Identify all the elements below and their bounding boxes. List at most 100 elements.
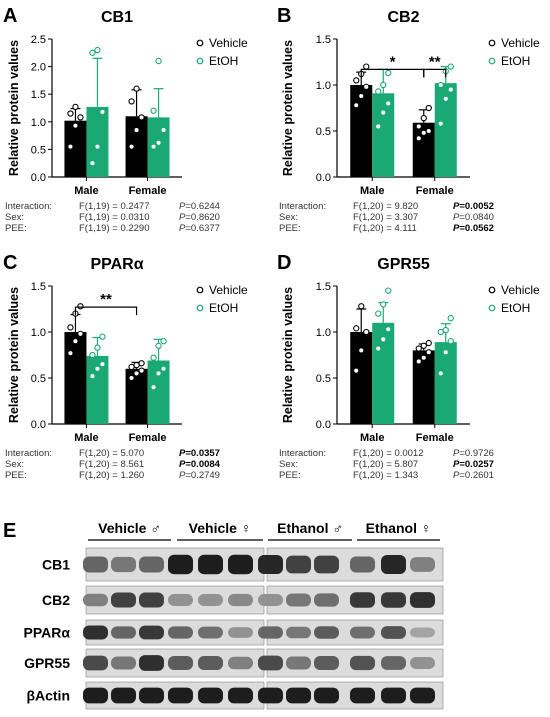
data-point bbox=[380, 301, 387, 308]
data-point bbox=[375, 88, 382, 95]
blot-band bbox=[198, 626, 223, 639]
blot-band bbox=[258, 594, 283, 606]
y-tick-label: 2.5 bbox=[31, 34, 46, 46]
blot-band bbox=[83, 625, 108, 640]
y-tick-label: 1.5 bbox=[316, 281, 331, 293]
stat-label: Sex: bbox=[279, 459, 298, 470]
data-point bbox=[385, 287, 392, 294]
data-point bbox=[415, 123, 422, 130]
blot-band bbox=[139, 556, 164, 573]
y-axis-label: Relative protein values bbox=[281, 287, 295, 423]
data-point bbox=[94, 365, 101, 372]
panel-letter: E bbox=[3, 520, 16, 542]
chart-B: B CB2 Relative protein values 0.0 0.5 1.0 1.5 M… bbox=[277, 5, 540, 234]
y-tick-label: 1.5 bbox=[316, 34, 331, 46]
blot-band bbox=[410, 592, 435, 608]
blot-band bbox=[258, 626, 283, 639]
y-tick-label: 0.0 bbox=[316, 419, 331, 431]
blot-band bbox=[83, 687, 108, 704]
significance-label: ** bbox=[429, 53, 441, 70]
legend-marker bbox=[488, 39, 496, 47]
data-point bbox=[425, 104, 432, 112]
y-tick-label: 0.5 bbox=[316, 126, 331, 138]
y-tick-label: 0.0 bbox=[31, 419, 46, 431]
data-point bbox=[128, 143, 135, 150]
x-tick-label: Female bbox=[416, 185, 454, 197]
data-point bbox=[89, 351, 96, 359]
data-point bbox=[133, 126, 140, 134]
y-axis-label: Relative protein values bbox=[7, 287, 21, 423]
bar-etoh bbox=[147, 360, 170, 424]
legend-label: EtOH bbox=[209, 54, 238, 68]
data-point bbox=[442, 349, 449, 356]
blot-band bbox=[381, 656, 406, 670]
data-point bbox=[442, 95, 449, 102]
blot-band bbox=[381, 592, 406, 608]
stat-f: F(1,20) = 5.807 bbox=[353, 459, 418, 470]
legend-marker bbox=[488, 304, 496, 312]
data-point bbox=[155, 139, 162, 146]
data-point bbox=[138, 360, 145, 367]
y-tick-label: 1.0 bbox=[31, 327, 46, 339]
stat-p: P=0.0562 bbox=[453, 223, 494, 234]
data-point bbox=[375, 345, 382, 352]
blot-band bbox=[83, 655, 108, 671]
data-point bbox=[358, 92, 365, 100]
data-point bbox=[447, 338, 454, 345]
blot-band bbox=[410, 687, 435, 704]
blot-band bbox=[350, 655, 375, 671]
data-point bbox=[133, 361, 140, 369]
blot-band bbox=[139, 625, 164, 640]
stat-p: P=0.8620 bbox=[179, 212, 220, 223]
legend-marker bbox=[196, 57, 204, 65]
legend-label: Vehicle bbox=[501, 283, 540, 297]
blot-band bbox=[83, 593, 108, 607]
stat-f: F(1,20) = 4.111 bbox=[353, 223, 417, 234]
chart-D: D GPR55 Relative protein values 0.0 0.5 1.0 1.… bbox=[277, 252, 540, 481]
bar-etoh bbox=[434, 83, 457, 177]
y-tick-label: 2.0 bbox=[31, 62, 46, 74]
data-point bbox=[67, 324, 74, 331]
stat-p: P=0.9726 bbox=[453, 448, 494, 459]
data-point bbox=[133, 370, 140, 377]
blot-band bbox=[258, 655, 283, 671]
blot-band bbox=[350, 626, 375, 639]
y-tick-label: 0.0 bbox=[316, 172, 331, 184]
data-point bbox=[138, 114, 145, 121]
blot-band bbox=[286, 626, 311, 639]
bar-vehicle bbox=[125, 116, 148, 177]
data-point bbox=[67, 350, 74, 357]
data-point bbox=[353, 325, 360, 332]
data-point bbox=[420, 342, 427, 349]
stat-label: Sex: bbox=[279, 212, 298, 223]
data-point bbox=[89, 49, 96, 56]
bar-etoh bbox=[86, 106, 109, 177]
panel-letter: D bbox=[277, 252, 291, 274]
legend-label: EtOH bbox=[209, 301, 238, 315]
data-point bbox=[77, 114, 84, 121]
bar-vehicle bbox=[350, 332, 373, 424]
blot-band bbox=[350, 592, 375, 608]
blot-band bbox=[258, 555, 283, 574]
data-point bbox=[99, 108, 106, 116]
blot-band bbox=[258, 687, 283, 704]
stat-label: PEE: bbox=[5, 223, 27, 234]
blot-band bbox=[410, 557, 435, 572]
data-point bbox=[425, 339, 432, 347]
blot-band bbox=[111, 592, 136, 608]
data-point bbox=[99, 361, 106, 368]
significance-label: * bbox=[390, 53, 396, 70]
data-point bbox=[150, 107, 157, 114]
data-point bbox=[425, 349, 432, 356]
stat-f: F(1,20) = 1.343 bbox=[353, 470, 418, 481]
blot-band bbox=[198, 594, 223, 606]
x-tick-label: Male bbox=[74, 185, 98, 197]
chart-panels: A CB1 Relative protein values 0.0 0.5 1.0 1.5 2… bbox=[3, 5, 540, 481]
stat-label: Interaction: bbox=[279, 448, 326, 459]
data-point bbox=[380, 336, 387, 343]
y-tick-label: 0.5 bbox=[316, 373, 331, 385]
stat-label: Interaction: bbox=[5, 448, 52, 459]
stat-f: F(1,20) = 3.307 bbox=[353, 212, 418, 223]
legend-marker bbox=[196, 304, 204, 312]
blot-band bbox=[168, 656, 193, 670]
